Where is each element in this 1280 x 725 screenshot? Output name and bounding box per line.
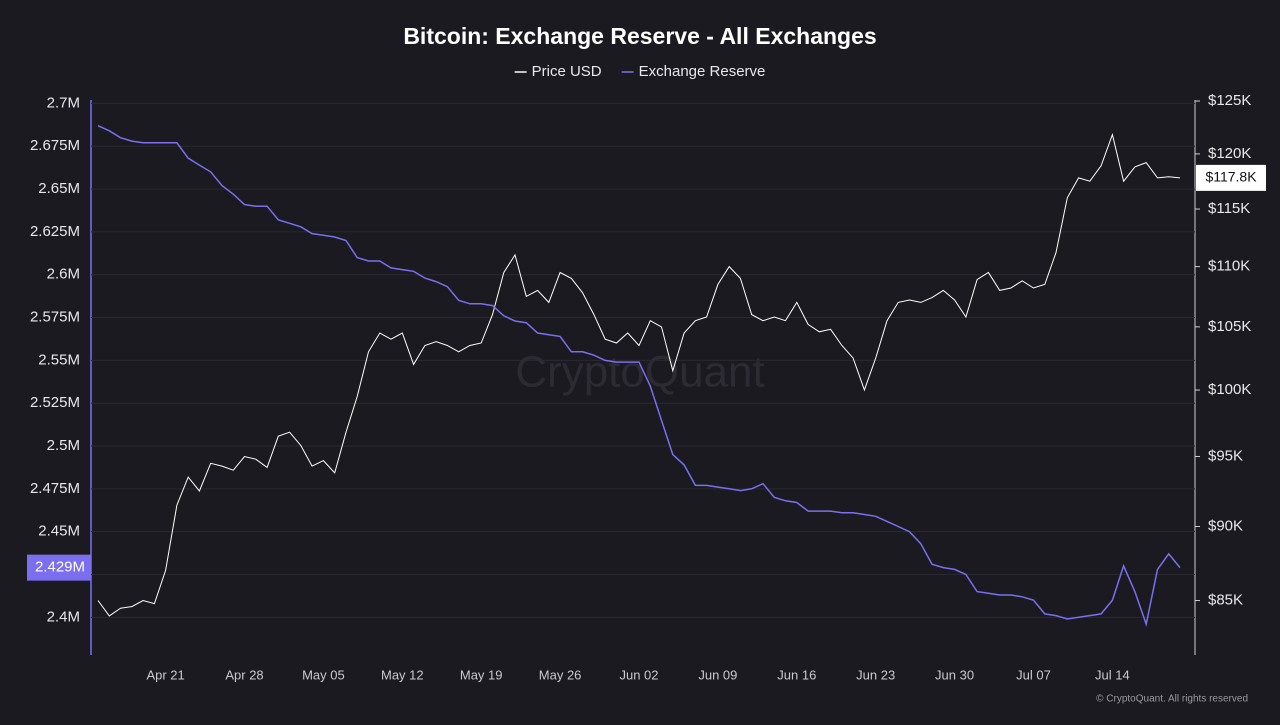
y-tick-label: 2.575M — [30, 309, 80, 326]
series-line — [97, 132, 1181, 617]
y2-tick-label: $105K — [1208, 318, 1251, 335]
y-tick-label: 2.675M — [30, 137, 80, 154]
y-tick-label: 2.55M — [38, 351, 80, 368]
x-tick-label: Jun 09 — [698, 667, 737, 682]
y2-tick-label: $100K — [1208, 381, 1251, 398]
y-tick-label: 2.65M — [38, 180, 80, 197]
y-tick-label: 2.475M — [30, 480, 80, 497]
x-tick-label: Jun 02 — [619, 667, 658, 682]
y2-tick-label: $125K — [1208, 92, 1251, 109]
y2-tick-label: $95K — [1208, 447, 1243, 464]
y-tick-label: 2.6M — [47, 266, 80, 283]
current-value-box — [1196, 164, 1266, 191]
x-tick-label: Apr 28 — [225, 667, 263, 682]
current-value-box — [27, 554, 91, 581]
y2-tick-label: $90K — [1208, 517, 1243, 534]
copyright: © CryptoQuant. All rights reserved — [1096, 694, 1248, 705]
x-tick-label: May 26 — [539, 667, 582, 682]
y2-tick-label: $115K — [1208, 200, 1250, 217]
chart-title: Bitcoin: Exchange Reserve - All Exchange… — [403, 23, 876, 49]
x-tick-label: Jul 14 — [1095, 667, 1130, 682]
x-tick-label: Jun 30 — [935, 667, 974, 682]
legend: Price USD Exchange Reserve — [514, 63, 766, 80]
y-tick-label: 2.4M — [47, 608, 80, 625]
x-tick-label: Jul 07 — [1016, 667, 1051, 682]
current-value-label: 2.429M — [35, 559, 85, 576]
current-value-label: $117.8K — [1205, 169, 1257, 185]
y2-tick-label: $85K — [1208, 592, 1243, 609]
y-tick-label: 2.45M — [38, 523, 80, 540]
x-tick-label: Jun 23 — [856, 667, 895, 682]
x-tick-label: Jun 16 — [777, 667, 816, 682]
watermark: CryptoQuant — [515, 348, 764, 397]
legend-label: Exchange Reserve — [639, 63, 766, 80]
x-tick-label: Apr 21 — [146, 667, 184, 682]
y2-tick-label: $120K — [1208, 145, 1251, 162]
x-tick-label: May 05 — [302, 667, 345, 682]
y-tick-label: 2.5M — [47, 437, 80, 454]
x-tick-label: May 12 — [381, 667, 424, 682]
y-tick-label: 2.525M — [30, 394, 80, 411]
y-tick-label: 2.7M — [47, 94, 80, 111]
y-tick-label: 2.625M — [30, 223, 80, 240]
x-tick-label: May 19 — [460, 667, 503, 682]
legend-label: Price USD — [532, 63, 602, 80]
y2-tick-label: $110K — [1208, 258, 1250, 275]
series-line — [97, 125, 1181, 628]
